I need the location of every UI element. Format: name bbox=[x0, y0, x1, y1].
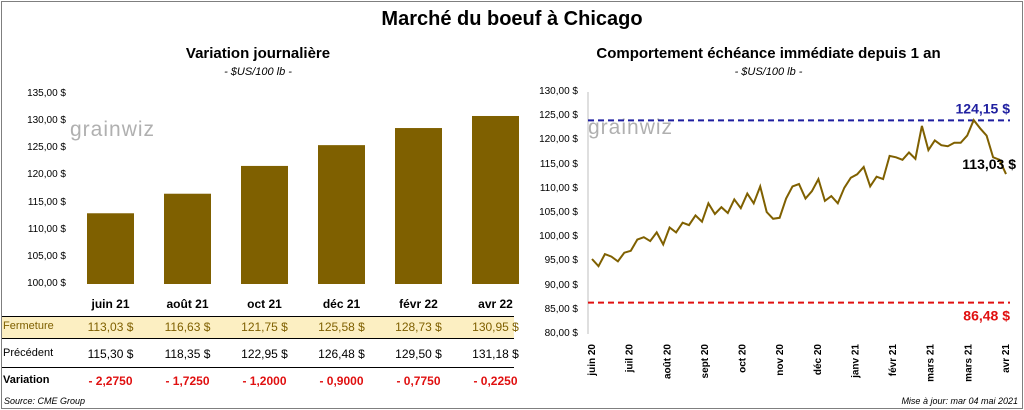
fermeture-cell: 121,75 $ bbox=[241, 320, 288, 334]
table-border-top bbox=[2, 316, 514, 317]
fermeture-cell: 125,58 $ bbox=[318, 320, 365, 334]
variation-cell: - 1,7250 bbox=[165, 374, 210, 388]
fermeture-row-bg bbox=[2, 316, 514, 338]
precedent-cell: 122,95 $ bbox=[241, 347, 288, 361]
right-ytick-label: 80,00 $ bbox=[544, 328, 578, 339]
table-border-bottom bbox=[2, 367, 514, 368]
precedent-cell: 118,35 $ bbox=[164, 347, 211, 361]
category-label: août 21 bbox=[166, 297, 209, 311]
right-ytick-label: 90,00 $ bbox=[544, 279, 578, 291]
category-label: déc 21 bbox=[322, 297, 361, 311]
category-label: avr 22 bbox=[478, 297, 513, 311]
table-border-mid bbox=[2, 338, 514, 339]
right-panel-unit: - $US/100 lb - bbox=[734, 66, 803, 78]
left-ytick-label: 105,00 $ bbox=[27, 250, 66, 262]
precedent-cell: 126,48 $ bbox=[318, 347, 365, 361]
right-ytick-label: 125,00 $ bbox=[539, 110, 578, 122]
left-panel-unit: - $US/100 lb - bbox=[224, 66, 292, 78]
right-ytick-label: 85,00 $ bbox=[544, 303, 578, 315]
variation-cell: - 0,2250 bbox=[473, 374, 518, 388]
right-panel-title: Comportement échéance immédiate depuis 1… bbox=[596, 45, 941, 62]
variation-cell: - 2,2750 bbox=[88, 374, 133, 388]
right-ytick-label: 110,00 $ bbox=[539, 182, 578, 194]
update-note: Mise à jour: mar 04 mai 2021 bbox=[901, 396, 1018, 406]
watermark-right: grainwiz bbox=[588, 116, 674, 139]
fermeture-label: Fermeture bbox=[3, 320, 54, 332]
fermeture-cell: 130,95 $ bbox=[472, 320, 519, 334]
fermeture-cell: 116,63 $ bbox=[164, 320, 211, 334]
left-ytick-label: 125,00 $ bbox=[27, 142, 66, 154]
variation-label: Variation bbox=[3, 374, 50, 386]
right-ytick-label: 120,00 $ bbox=[539, 134, 578, 146]
left-ytick-label: 110,00 $ bbox=[27, 223, 66, 235]
right-ytick-label: 115,00 $ bbox=[539, 158, 578, 170]
fermeture-cell: 128,73 $ bbox=[395, 320, 442, 334]
main-title: Marché du boeuf à Chicago bbox=[381, 8, 643, 30]
category-label: juin 21 bbox=[91, 297, 130, 311]
source-note: Source: CME Group bbox=[4, 396, 86, 406]
left-ytick-label: 130,00 $ bbox=[27, 115, 66, 127]
precedent-cell: 131,18 $ bbox=[472, 347, 519, 361]
left-ytick-label: 135,00 $ bbox=[27, 88, 66, 99]
category-label: oct 21 bbox=[247, 297, 282, 311]
precedent-label: Précédent bbox=[3, 347, 54, 359]
right-ytick-label: 105,00 $ bbox=[539, 207, 578, 218]
precedent-cell: 129,50 $ bbox=[395, 347, 442, 361]
left-ytick-label: 100,00 $ bbox=[27, 278, 66, 289]
right-ytick-label: 95,00 $ bbox=[544, 255, 578, 267]
right-ytick-label: 100,00 $ bbox=[539, 231, 578, 243]
fermeture-cell: 113,03 $ bbox=[87, 320, 134, 334]
variation-cell: - 1,2000 bbox=[242, 374, 287, 388]
left-ytick-label: 120,00 $ bbox=[27, 169, 66, 181]
precedent-cell: 115,30 $ bbox=[87, 347, 134, 361]
right-ytick-label: 130,00 $ bbox=[539, 86, 578, 97]
left-panel-title: Variation journalière bbox=[185, 45, 331, 62]
left-ytick-label: 115,00 $ bbox=[27, 196, 66, 208]
category-label: févr 22 bbox=[399, 297, 438, 311]
watermark-left: grainwiz bbox=[70, 118, 156, 141]
variation-cell: - 0,9000 bbox=[319, 374, 364, 388]
variation-cell: - 0,7750 bbox=[396, 374, 441, 388]
